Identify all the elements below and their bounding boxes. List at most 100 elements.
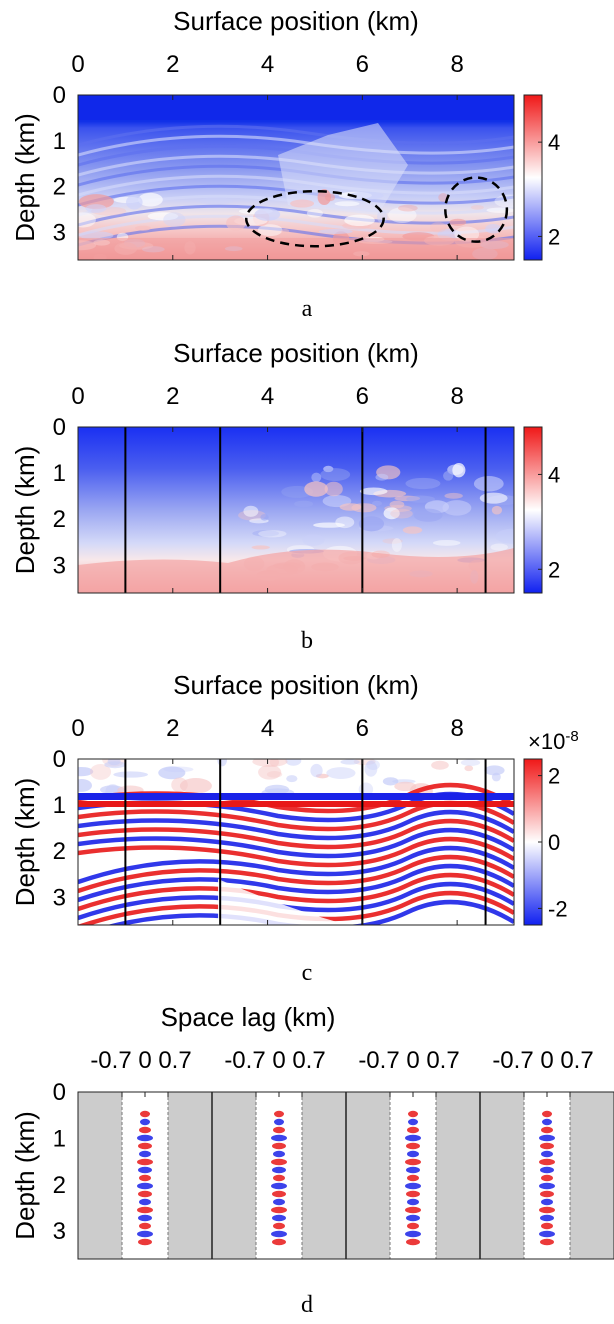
- focused-energy: [540, 1190, 554, 1198]
- texture-blob: [310, 763, 323, 778]
- focused-energy: [407, 1126, 419, 1134]
- texture-blob: [125, 195, 143, 210]
- texture-blob: [147, 212, 179, 221]
- focused-energy: [273, 1198, 285, 1206]
- reflector: [78, 818, 514, 850]
- focused-energy: [138, 1214, 152, 1222]
- y-tick-label: 3: [53, 220, 66, 247]
- x-tick-label: 6: [356, 383, 369, 410]
- texture-blob: [432, 539, 461, 546]
- focused-energy: [138, 1142, 152, 1150]
- texture-blob: [364, 760, 378, 777]
- texture-blob: [280, 228, 290, 234]
- reflector: [78, 124, 514, 147]
- texture-blob: [486, 207, 514, 213]
- x-tick-label: 2: [166, 383, 179, 410]
- texture-blob: [449, 218, 467, 226]
- texture-blob: [353, 759, 376, 766]
- texture-blob: [479, 492, 508, 504]
- reflector: [78, 134, 514, 157]
- focused-energy: [539, 1158, 555, 1166]
- panel-caption: b: [301, 628, 313, 654]
- texture-blob: [78, 779, 92, 792]
- texture-blob: [383, 507, 400, 520]
- texture-blob: [315, 773, 329, 779]
- y-tick-label: 0: [53, 82, 66, 109]
- focused-energy: [271, 1182, 287, 1190]
- texture-blob: [323, 465, 334, 473]
- x-tick-label: 4: [261, 715, 274, 742]
- x-tick-label: 8: [450, 715, 463, 742]
- y-tick-label: 1: [53, 792, 66, 819]
- focused-energy: [274, 1118, 284, 1126]
- x-axis-label: Surface position (km): [173, 338, 419, 368]
- texture-blob: [302, 534, 325, 546]
- colorbar-tick-label: -2: [548, 896, 568, 921]
- texture-blob: [78, 766, 94, 777]
- focused-energy: [140, 1118, 150, 1126]
- texture-blob: [311, 472, 322, 483]
- texture-blob: [252, 530, 280, 537]
- texture-blob: [158, 766, 186, 780]
- x-tick-label: 6: [356, 51, 369, 78]
- focused-energy: [406, 1238, 420, 1246]
- reflector: [78, 854, 514, 894]
- focused-energy: [272, 1238, 286, 1246]
- y-axis-label: Depth (km): [10, 778, 40, 907]
- colorbar: [523, 94, 543, 261]
- texture-blob: [443, 470, 454, 481]
- focused-energy: [406, 1142, 420, 1150]
- focused-energy: [273, 1150, 285, 1158]
- texture-blob: [78, 212, 96, 228]
- x-tick-label: 0: [71, 715, 84, 742]
- shadow-zone: [218, 879, 348, 925]
- x-tick-label: 0.7: [426, 1047, 459, 1074]
- texture-blob: [376, 465, 401, 480]
- texture-blob: [304, 481, 328, 497]
- panel-caption: a: [302, 296, 313, 322]
- panel-a: Surface position (km) Depth (km) 0 1 2 3 a 0 2 4 6…: [10, 6, 560, 322]
- focused-energy: [271, 1134, 287, 1142]
- focused-energy: [139, 1174, 151, 1182]
- texture-blob: [217, 759, 227, 767]
- focused-energy: [137, 1206, 153, 1214]
- y-tick-label: 1: [53, 128, 66, 155]
- focused-energy: [407, 1150, 419, 1158]
- panel-b: Surface position (km) Depth (km) 0 1 2 3 b 0 2 4 6…: [10, 338, 560, 654]
- focused-energy: [541, 1150, 553, 1158]
- plot-frame: [77, 426, 515, 594]
- focused-energy: [139, 1198, 151, 1206]
- water-layer: [78, 95, 514, 120]
- focused-energy: [272, 1190, 286, 1198]
- texture-blob: [318, 229, 353, 234]
- texture-blob: [260, 513, 269, 521]
- reflector: [107, 899, 514, 925]
- texture-blob: [389, 500, 405, 509]
- x-tick-label: 4: [261, 383, 274, 410]
- focused-energy: [273, 1126, 285, 1134]
- texture-blob: [490, 543, 508, 551]
- reflector: [78, 827, 514, 859]
- texture-blob: [257, 224, 283, 237]
- texture-blob: [382, 777, 399, 786]
- focused-energy: [405, 1206, 421, 1214]
- reflector: [78, 836, 514, 868]
- texture-blob: [138, 192, 163, 207]
- colorbar-tick-label: 4: [548, 462, 560, 487]
- y-tick-label: 3: [53, 1218, 66, 1245]
- texture-blob: [104, 761, 126, 769]
- texture-blob: [444, 492, 463, 499]
- y-tick-label: 3: [53, 884, 66, 911]
- focused-energy: [541, 1126, 553, 1134]
- texture-blob: [402, 526, 423, 534]
- texture-blob: [78, 194, 114, 210]
- texture-blob: [90, 763, 112, 780]
- texture-blob: [163, 212, 186, 227]
- texture-blob: [294, 500, 314, 508]
- focused-energy: [137, 1182, 153, 1190]
- texture-blob: [113, 771, 149, 778]
- focused-energy: [138, 1166, 152, 1174]
- texture-blob: [442, 500, 472, 516]
- x-tick-label: 2: [166, 51, 179, 78]
- texture-blob: [484, 765, 505, 776]
